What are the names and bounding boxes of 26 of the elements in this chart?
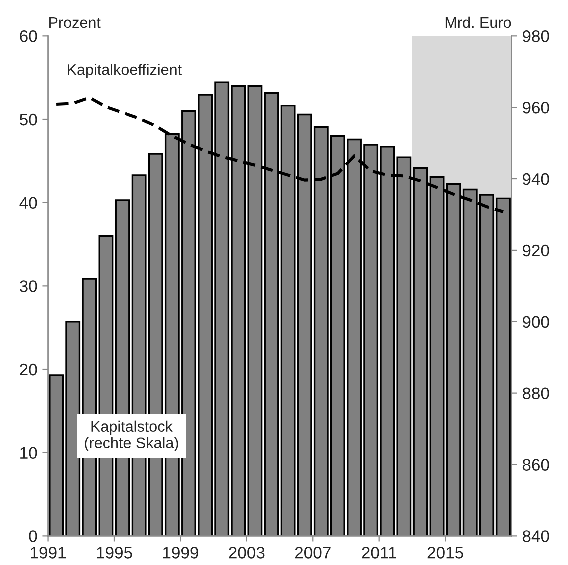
y2-axis-title: Mrd. Euro [446, 16, 512, 28]
y-tick-label: 50 [20, 114, 38, 126]
y2-tick-label: 920 [522, 244, 550, 257]
x-tick-label: 1995 [97, 547, 132, 559]
y-axis-title: Prozent [50, 17, 101, 28]
series-label: Kapitalkoeffizient [68, 64, 182, 78]
x-tick-label: 1991 [31, 547, 66, 559]
y-tick-label: 60 [20, 30, 38, 42]
y2-tick-label: 900 [522, 316, 550, 328]
y2-tick-label: 880 [522, 388, 550, 400]
y2-tick-label: 840 [522, 530, 550, 542]
y2-tick-label: 980 [522, 30, 550, 42]
y-tick-label: 0 [29, 530, 38, 542]
y2-tick-label: 860 [522, 459, 550, 471]
y2-tick-label: 960 [522, 102, 550, 114]
x-tick-label: 1999 [163, 547, 198, 559]
y-tick-label: 30 [20, 280, 38, 292]
x-tick-label: 2011 [362, 547, 396, 559]
x-tick-label: 2007 [295, 547, 331, 559]
y-tick-label: 10 [20, 447, 38, 460]
y-tick-label: 20 [20, 364, 38, 376]
x-tick-label: 2003 [229, 547, 265, 559]
y2-tick-label: 940 [522, 173, 550, 186]
y-tick-label: 40 [20, 197, 38, 210]
x-tick-label: 2015 [428, 547, 464, 559]
series-label: Kapitalstock (rechte Skala) [85, 420, 178, 452]
